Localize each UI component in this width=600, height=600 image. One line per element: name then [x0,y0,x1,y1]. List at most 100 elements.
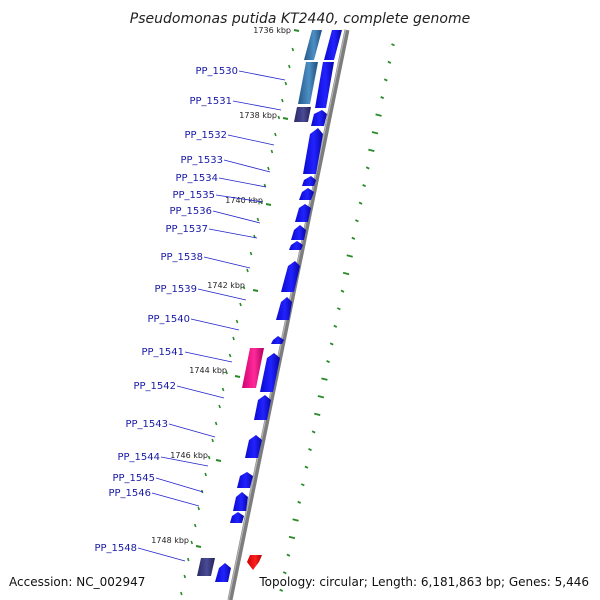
ruler-major-tick [195,545,202,548]
ruler-label: 1736 kbp [253,26,291,35]
gene-feature-cds-1536[interactable] [295,204,311,222]
accession-text: Accession: NC_002947 [9,575,145,589]
ruler-minor-tick [190,540,194,545]
gene-label-connector [227,134,275,146]
gc-skew-ticks [279,43,395,592]
gc-tick [346,254,353,258]
gene-label-connector [176,385,225,399]
gene-label-pp-1535[interactable]: PP_1535 [172,190,215,201]
ruler-minor-tick [211,438,214,443]
gene-label-pp-1543[interactable]: PP_1543 [125,419,168,430]
gene-feature-cds-1538[interactable] [281,261,300,292]
gene-label-pp-1544[interactable]: PP_1544 [117,452,160,463]
gene-label-pp-1540[interactable]: PP_1540 [147,314,190,325]
gene-feature-pseudo-1529[interactable] [304,30,322,60]
ruler-minor-tick [288,64,291,69]
gene-label-pp-1530[interactable]: PP_1530 [195,66,238,77]
gene-label-connector [203,256,251,269]
gene-feature-cds-1548[interactable] [215,563,231,582]
gene-label-connector [160,456,209,467]
gene-feature-cds-1541[interactable] [260,353,280,392]
gene-feature-cds-1537a[interactable] [291,225,306,240]
gene-feature-red-1547[interactable] [247,555,262,570]
ruler-minor-tick [235,319,239,324]
gc-tick [317,395,325,399]
ruler-minor-tick [221,387,225,392]
gene-feature-cds-1542[interactable] [254,395,271,420]
gc-tick [321,377,328,381]
gene-feature-pseudo-1530[interactable] [298,62,318,104]
gc-tick [300,483,305,487]
gc-tick [362,183,367,188]
gene-feature-cds-1545[interactable] [233,492,248,511]
gene-label-pp-1541[interactable]: PP_1541 [141,347,184,358]
gene-feature-cds-1544[interactable] [237,472,253,488]
gene-label-pp-1531[interactable]: PP_1531 [189,96,232,107]
ruler-minor-tick [197,506,200,511]
gene-feature-cds-1546[interactable] [230,512,244,523]
gene-feature-cds-1533[interactable] [302,176,316,186]
gc-tick [375,113,382,117]
gene-label-pp-1542[interactable]: PP_1542 [133,381,176,392]
gc-tick [391,43,395,47]
gene-feature-cds-1537b[interactable] [289,241,303,250]
gc-tick [371,131,379,135]
gene-label-pp-1538[interactable]: PP_1538 [160,252,203,263]
ruler-major-tick [252,289,259,292]
ruler-major-tick [215,459,222,462]
ruler-minor-tick [193,523,197,528]
ruler-major-tick [282,117,289,120]
gene-label-pp-1532[interactable]: PP_1532 [184,130,227,141]
gc-tick [314,412,321,416]
gene-label-pp-1536[interactable]: PP_1536 [169,206,212,217]
ruler-minor-tick [214,421,218,426]
gene-label-pp-1539[interactable]: PP_1539 [154,284,197,295]
ruler-minor-tick [270,149,274,154]
gene-label-pp-1546[interactable]: PP_1546 [108,488,151,499]
ruler-minor-tick [246,268,249,273]
gene-feature-cds-1543[interactable] [245,435,262,458]
gene-label-pp-1537[interactable]: PP_1537 [165,224,208,235]
gene-label-connector [218,177,267,188]
gene-label-connector [197,288,247,301]
gc-tick [383,78,388,82]
gene-feature-rna-1541[interactable] [242,348,264,388]
gene-feature-cds-1532a[interactable] [311,110,327,126]
gene-label-connector [155,477,204,493]
gene-feature-other-1548[interactable] [197,558,215,576]
ruler-minor-tick [228,353,232,358]
gene-label-pp-1534[interactable]: PP_1534 [175,173,218,184]
gc-tick [387,60,392,64]
ruler-minor-tick [204,472,207,477]
gene-label-pp-1545[interactable]: PP_1545 [112,473,155,484]
gene-feature-cds-1540[interactable] [271,336,284,344]
ruler-minor-tick [239,302,242,307]
gene-label-connector [238,70,286,81]
gc-tick [380,95,385,100]
gene-label-connector [212,210,261,224]
gc-tick [282,571,287,575]
ruler-minor-tick [187,557,190,562]
gene-label-pp-1548[interactable]: PP_1548 [94,543,137,554]
ruler-major-tick [293,29,300,32]
gc-tick [297,500,302,504]
ruler-minor-tick [225,370,228,375]
ruler-minor-tick [284,81,288,86]
ruler-minor-tick [218,404,221,409]
gene-feature-cds-1528[interactable] [324,30,342,60]
gene-feature-cds-1532b[interactable] [303,128,323,174]
gene-feature-cds-1531[interactable] [315,62,334,108]
gene-feature-cds-1539[interactable] [276,297,292,320]
genome-summary-text: Topology: circular; Length: 6,181,863 bp… [258,575,589,589]
ruler-minor-tick [267,166,270,171]
ruler-minor-tick [256,217,260,222]
gc-tick [311,430,316,434]
ruler-label: 1740 kbp [225,196,263,205]
gc-tick [329,342,334,346]
ruler-minor-tick [232,336,235,341]
gene-feature-other-1531[interactable] [294,107,311,122]
coordinate-ruler: 1736 kbp 1738 kbp 1740 kbp 1742 kbp 1744 kbp… [151,26,300,596]
gene-label-connector [215,194,264,203]
gene-feature-cds-1534[interactable] [299,188,314,200]
gene-label-pp-1533[interactable]: PP_1533 [180,155,223,166]
